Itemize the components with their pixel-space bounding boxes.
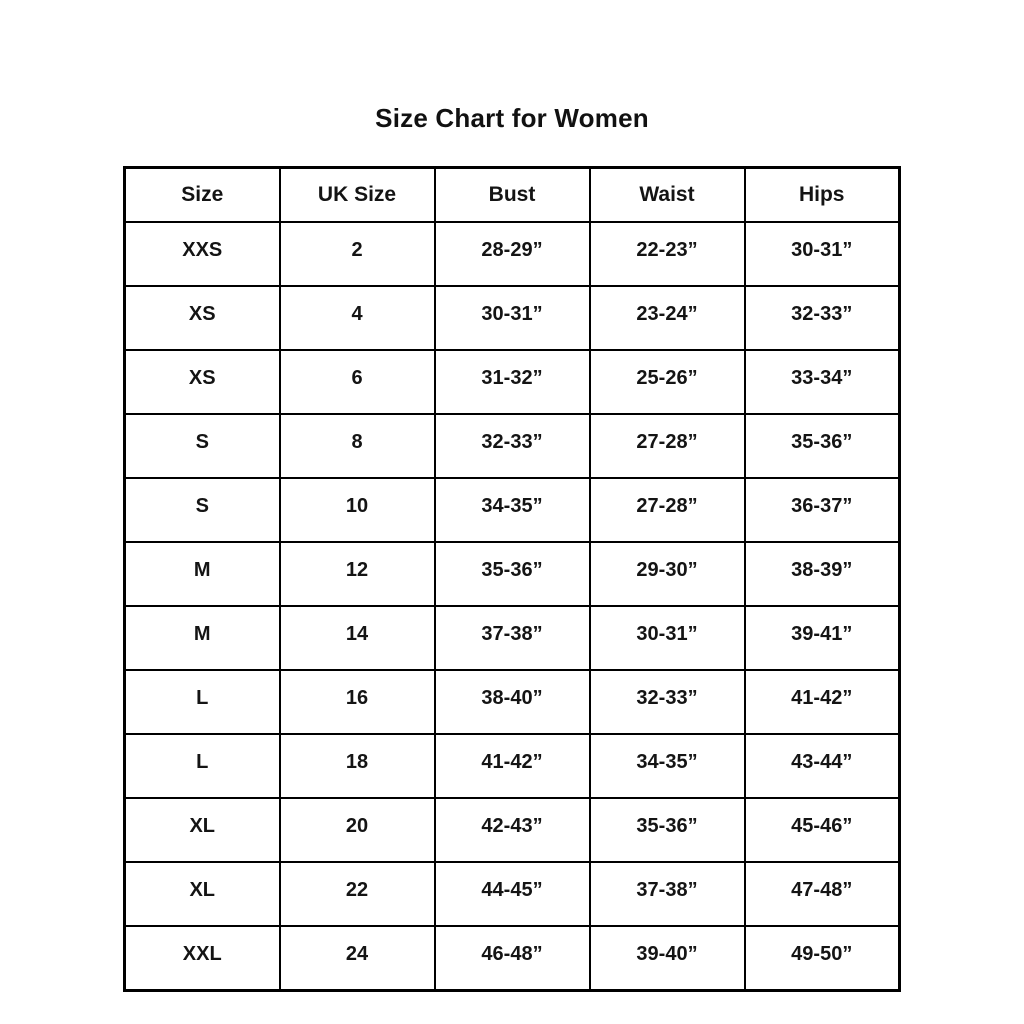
table-cell: M xyxy=(123,541,281,607)
table-cell: 34-35” xyxy=(433,477,591,543)
table-cell: 24 xyxy=(278,925,436,992)
column-header-uk-size: UK Size xyxy=(278,166,436,223)
table-body: XXS 2 28-29” 22-23” 30-31” XS 4 30-31” 23-24” 32-… xyxy=(123,221,901,992)
table-cell: 20 xyxy=(278,797,436,863)
table-cell: 30-31” xyxy=(588,605,746,671)
column-header-hips: Hips xyxy=(743,166,901,223)
table-cell: 6 xyxy=(278,349,436,415)
table-cell: 34-35” xyxy=(588,733,746,799)
table-row: L 18 41-42” 34-35” 43-44” xyxy=(123,733,901,799)
table-cell: 31-32” xyxy=(433,349,591,415)
table-header: Size UK Size Bust Waist Hips xyxy=(123,166,901,223)
page-title: Size Chart for Women xyxy=(375,103,649,133)
table-cell: 46-48” xyxy=(433,925,591,992)
table-cell: 23-24” xyxy=(588,285,746,351)
table-cell: XL xyxy=(123,861,281,927)
table-cell: 29-30” xyxy=(588,541,746,607)
table-cell: 33-34” xyxy=(743,349,901,415)
column-header-waist: Waist xyxy=(588,166,746,223)
table-cell: 27-28” xyxy=(588,413,746,479)
table-cell: 28-29” xyxy=(433,221,591,287)
table-cell: 44-45” xyxy=(433,861,591,927)
table-cell: 22 xyxy=(278,861,436,927)
table-row: XS 4 30-31” 23-24” 32-33” xyxy=(123,285,901,351)
table-cell: 2 xyxy=(278,221,436,287)
table-cell: 18 xyxy=(278,733,436,799)
table-cell: 22-23” xyxy=(588,221,746,287)
table-cell: 36-37” xyxy=(743,477,901,543)
table-cell: 32-33” xyxy=(433,413,591,479)
table-cell: 30-31” xyxy=(433,285,591,351)
table-cell: 49-50” xyxy=(743,925,901,992)
table-cell: S xyxy=(123,477,281,543)
table-cell: XL xyxy=(123,797,281,863)
table-cell: M xyxy=(123,605,281,671)
table-cell: 10 xyxy=(278,477,436,543)
table-row: L 16 38-40” 32-33” 41-42” xyxy=(123,669,901,735)
table-cell: 47-48” xyxy=(743,861,901,927)
column-header-bust: Bust xyxy=(433,166,591,223)
table-row: S 8 32-33” 27-28” 35-36” xyxy=(123,413,901,479)
table-cell: 12 xyxy=(278,541,436,607)
table-cell: 27-28” xyxy=(588,477,746,543)
table-cell: 16 xyxy=(278,669,436,735)
table-cell: 37-38” xyxy=(588,861,746,927)
table-cell: 4 xyxy=(278,285,436,351)
table-cell: XS xyxy=(123,349,281,415)
table-cell: 37-38” xyxy=(433,605,591,671)
table-cell: 41-42” xyxy=(433,733,591,799)
table-row: XXS 2 28-29” 22-23” 30-31” xyxy=(123,221,901,287)
table-row: XL 22 44-45” 37-38” 47-48” xyxy=(123,861,901,927)
table-cell: 32-33” xyxy=(588,669,746,735)
table-row: M 14 37-38” 30-31” 39-41” xyxy=(123,605,901,671)
table-cell: 38-39” xyxy=(743,541,901,607)
table-cell: XS xyxy=(123,285,281,351)
table-cell: 38-40” xyxy=(433,669,591,735)
table-cell: L xyxy=(123,669,281,735)
table-cell: 42-43” xyxy=(433,797,591,863)
table-cell: 41-42” xyxy=(743,669,901,735)
table-cell: 8 xyxy=(278,413,436,479)
table-row: M 12 35-36” 29-30” 38-39” xyxy=(123,541,901,607)
table-cell: 32-33” xyxy=(743,285,901,351)
table-row: S 10 34-35” 27-28” 36-37” xyxy=(123,477,901,543)
table-cell: 14 xyxy=(278,605,436,671)
table-cell: 35-36” xyxy=(588,797,746,863)
table-cell: 39-41” xyxy=(743,605,901,671)
table-cell: XXL xyxy=(123,925,281,992)
table-cell: 35-36” xyxy=(743,413,901,479)
table-cell: XXS xyxy=(123,221,281,287)
table-cell: 25-26” xyxy=(588,349,746,415)
table-cell: 39-40” xyxy=(588,925,746,992)
table-row: XXL 24 46-48” 39-40” 49-50” xyxy=(123,925,901,992)
column-header-size: Size xyxy=(123,166,281,223)
size-chart-table: Size UK Size Bust Waist Hips XXS 2 28-29” 2… xyxy=(123,166,901,992)
table-row: XL 20 42-43” 35-36” 45-46” xyxy=(123,797,901,863)
table-cell: 43-44” xyxy=(743,733,901,799)
table-cell: 30-31” xyxy=(743,221,901,287)
table-cell: S xyxy=(123,413,281,479)
header-row: Size UK Size Bust Waist Hips xyxy=(123,166,901,223)
table-row: XS 6 31-32” 25-26” 33-34” xyxy=(123,349,901,415)
table-cell: L xyxy=(123,733,281,799)
table-cell: 45-46” xyxy=(743,797,901,863)
table-cell: 35-36” xyxy=(433,541,591,607)
